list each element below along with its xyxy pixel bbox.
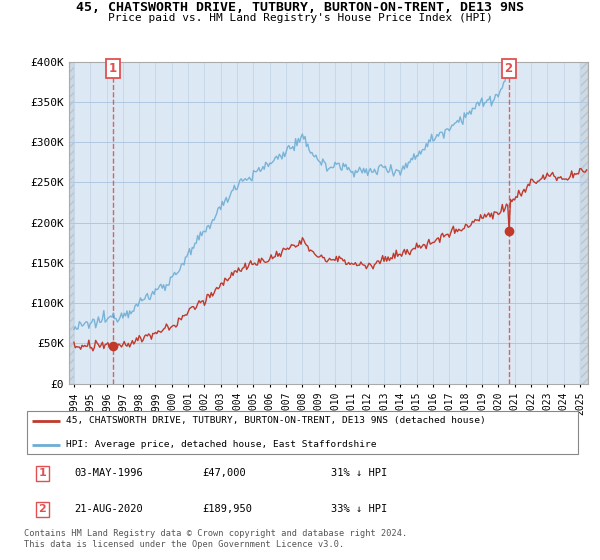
Text: Contains HM Land Registry data © Crown copyright and database right 2024.
This d: Contains HM Land Registry data © Crown c… (24, 529, 407, 549)
Text: 2: 2 (505, 62, 513, 74)
Text: 31% ↓ HPI: 31% ↓ HPI (331, 468, 387, 478)
FancyBboxPatch shape (27, 411, 578, 454)
Text: 21-AUG-2020: 21-AUG-2020 (74, 505, 143, 515)
Text: 33% ↓ HPI: 33% ↓ HPI (331, 505, 387, 515)
Text: HPI: Average price, detached house, East Staffordshire: HPI: Average price, detached house, East… (66, 440, 376, 449)
Text: 45, CHATSWORTH DRIVE, TUTBURY, BURTON-ON-TRENT, DE13 9NS: 45, CHATSWORTH DRIVE, TUTBURY, BURTON-ON… (76, 1, 524, 14)
Text: 45, CHATSWORTH DRIVE, TUTBURY, BURTON-ON-TRENT, DE13 9NS (detached house): 45, CHATSWORTH DRIVE, TUTBURY, BURTON-ON… (66, 416, 485, 425)
Text: 1: 1 (109, 62, 116, 74)
Text: Price paid vs. HM Land Registry's House Price Index (HPI): Price paid vs. HM Land Registry's House … (107, 13, 493, 24)
Text: £189,950: £189,950 (203, 505, 253, 515)
Text: 03-MAY-1996: 03-MAY-1996 (74, 468, 143, 478)
Text: 1: 1 (38, 468, 46, 478)
Text: £47,000: £47,000 (203, 468, 247, 478)
Text: 2: 2 (38, 505, 46, 515)
